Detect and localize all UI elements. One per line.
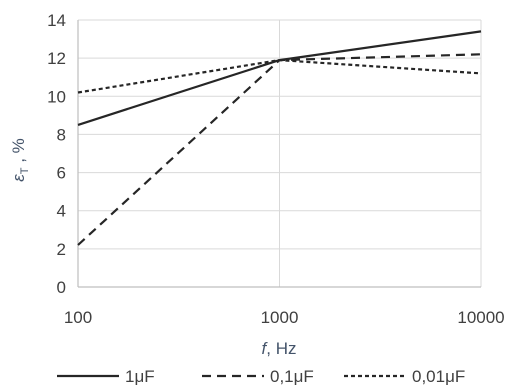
y-axis-unit: , %: [9, 138, 28, 167]
legend-label-1: 0,1μF: [270, 367, 314, 386]
y-axis-variable: ε: [9, 174, 28, 182]
axes: [77, 20, 481, 288]
y-tick-label: 2: [57, 240, 66, 259]
legend: 1μF 0,1μF 0,01μF: [57, 367, 465, 386]
y-tick-label: 10: [47, 87, 66, 106]
y-axis-title: εT , %: [9, 138, 31, 182]
y-tick-label: 12: [47, 49, 66, 68]
legend-label-2: 0,01μF: [412, 367, 465, 386]
x-tick-label: 1000: [261, 308, 299, 327]
y-tick-labels: 0 2 4 6 8 10 12 14: [47, 11, 66, 297]
y-tick-label: 0: [57, 278, 66, 297]
x-tick-labels: 100 1000 10000: [64, 308, 505, 327]
gridlines: [77, 19, 482, 287]
x-tick-label: 100: [64, 308, 92, 327]
x-tick-label: 10000: [457, 308, 504, 327]
x-axis-title: f, Hz: [262, 339, 297, 358]
y-tick-label: 4: [57, 202, 66, 221]
y-tick-label: 6: [57, 164, 66, 183]
y-tick-label: 8: [57, 125, 66, 144]
legend-label-0: 1μF: [125, 367, 155, 386]
series-line-2: [77, 58, 482, 94]
y-axis-subscript: T: [19, 167, 31, 174]
x-axis-unit: , Hz: [266, 339, 296, 358]
series-lines: [77, 30, 482, 246]
y-tick-label: 14: [47, 11, 66, 30]
x-axis-variable: f: [262, 339, 269, 358]
